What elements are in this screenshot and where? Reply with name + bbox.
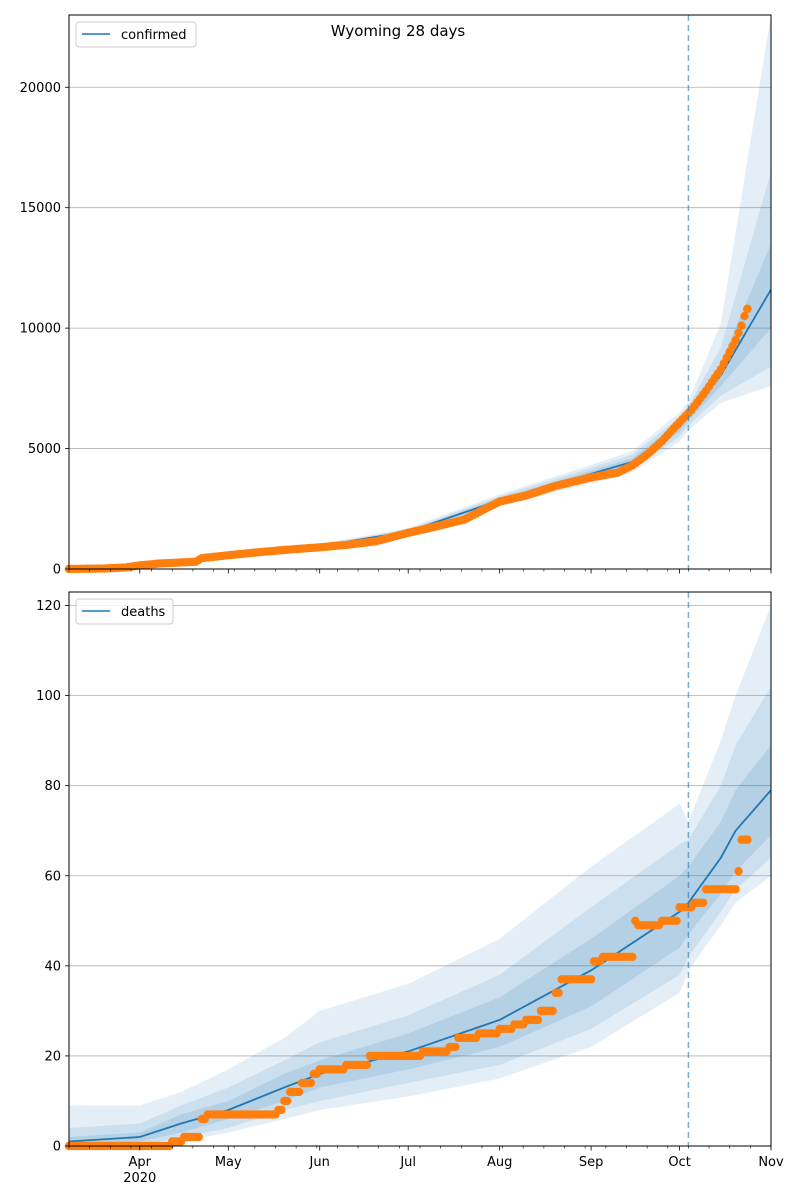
- deaths-xtick-label: Aug: [487, 1155, 512, 1170]
- confirmed-ytick-label: 0: [53, 563, 61, 578]
- confirmed-forecast-bands: [69, 15, 771, 569]
- deaths-observed-point: [672, 916, 681, 925]
- confirmed-ytick-label: 5000: [28, 442, 61, 457]
- deaths-band-95-band: [69, 605, 771, 1146]
- deaths-model-line: [68, 789, 772, 1143]
- confirmed-ytick-label: 10000: [20, 322, 61, 337]
- confirmed-observed-points: [64, 304, 752, 574]
- deaths-gridlines: [69, 605, 771, 1057]
- deaths-ytick-label: 20: [44, 1049, 61, 1064]
- confirmed-observed-point: [731, 335, 740, 345]
- deaths-observed-point: [731, 885, 740, 894]
- confirmed-observed-point: [740, 311, 749, 321]
- deaths-y-axis: 0 20 40 60 80 100 120: [36, 599, 69, 1155]
- deaths-ytick-label: 120: [36, 599, 61, 614]
- confirmed-observed-point: [734, 328, 743, 338]
- deaths-ytick-label: 80: [44, 779, 61, 794]
- confirmed-legend: confirmed: [75, 21, 197, 48]
- deaths-ytick-label: 0: [53, 1140, 61, 1155]
- deaths-ytick-label: 100: [36, 689, 61, 704]
- deaths-xtick-label: Jul: [399, 1155, 416, 1170]
- deaths-xtick-label: Nov: [758, 1155, 784, 1170]
- confirmed-panel: 0 5000 10000 15000 20000 confirmed Wyoming 2…: [20, 14, 772, 578]
- deaths-observed-point: [194, 1132, 203, 1142]
- confirmed-observed-point: [743, 304, 752, 314]
- deaths-xtick-label: Jun: [309, 1155, 330, 1170]
- deaths-observed-point: [283, 1096, 292, 1106]
- deaths-xtick-label: Oct: [668, 1155, 690, 1170]
- deaths-observed-point: [362, 1060, 372, 1070]
- deaths-band-50-band: [69, 745, 771, 1146]
- deaths-observed-point: [554, 988, 563, 998]
- confirmed-observed-point: [737, 321, 746, 330]
- confirmed-band-80-band: [69, 171, 771, 569]
- deaths-model-lines: [68, 789, 772, 1143]
- confirmed-legend-label: confirmed: [121, 28, 187, 43]
- deaths-observed-point: [548, 1006, 557, 1016]
- deaths-observed-point: [277, 1105, 286, 1115]
- chart-title: Wyoming 28 days: [331, 22, 466, 40]
- deaths-legend-label: deaths: [121, 605, 166, 620]
- deaths-observed-point: [734, 867, 743, 876]
- deaths-observed-point: [294, 1087, 304, 1097]
- deaths-observed-point: [533, 1015, 543, 1025]
- deaths-ytick-label: 60: [44, 869, 61, 884]
- deaths-xtick-label: May: [215, 1155, 242, 1170]
- deaths-observed-point: [306, 1078, 316, 1088]
- confirmed-ytick-label: 20000: [20, 81, 61, 96]
- confirmed-ytick-label: 15000: [20, 201, 61, 216]
- deaths-xtick-label: Sep: [579, 1155, 604, 1170]
- deaths-legend-box: [75, 598, 174, 625]
- confirmed-legend-box: [75, 21, 197, 48]
- deaths-observed-point: [698, 898, 708, 907]
- deaths-observed-point: [586, 975, 596, 984]
- deaths-observed-point: [628, 952, 637, 962]
- deaths-observed-point: [743, 835, 752, 844]
- deaths-legend: deaths: [75, 598, 174, 625]
- confirmed-x-axis: [68, 569, 772, 574]
- confirmed-y-axis: 0 5000 10000 15000 20000: [20, 81, 69, 578]
- confirmed-plot-area: [69, 15, 771, 569]
- deaths-ytick-label: 40: [44, 959, 61, 974]
- deaths-year-label: 2020: [123, 1171, 156, 1186]
- deaths-xtick-label: Apr: [129, 1155, 152, 1170]
- deaths-observed-point: [451, 1042, 460, 1052]
